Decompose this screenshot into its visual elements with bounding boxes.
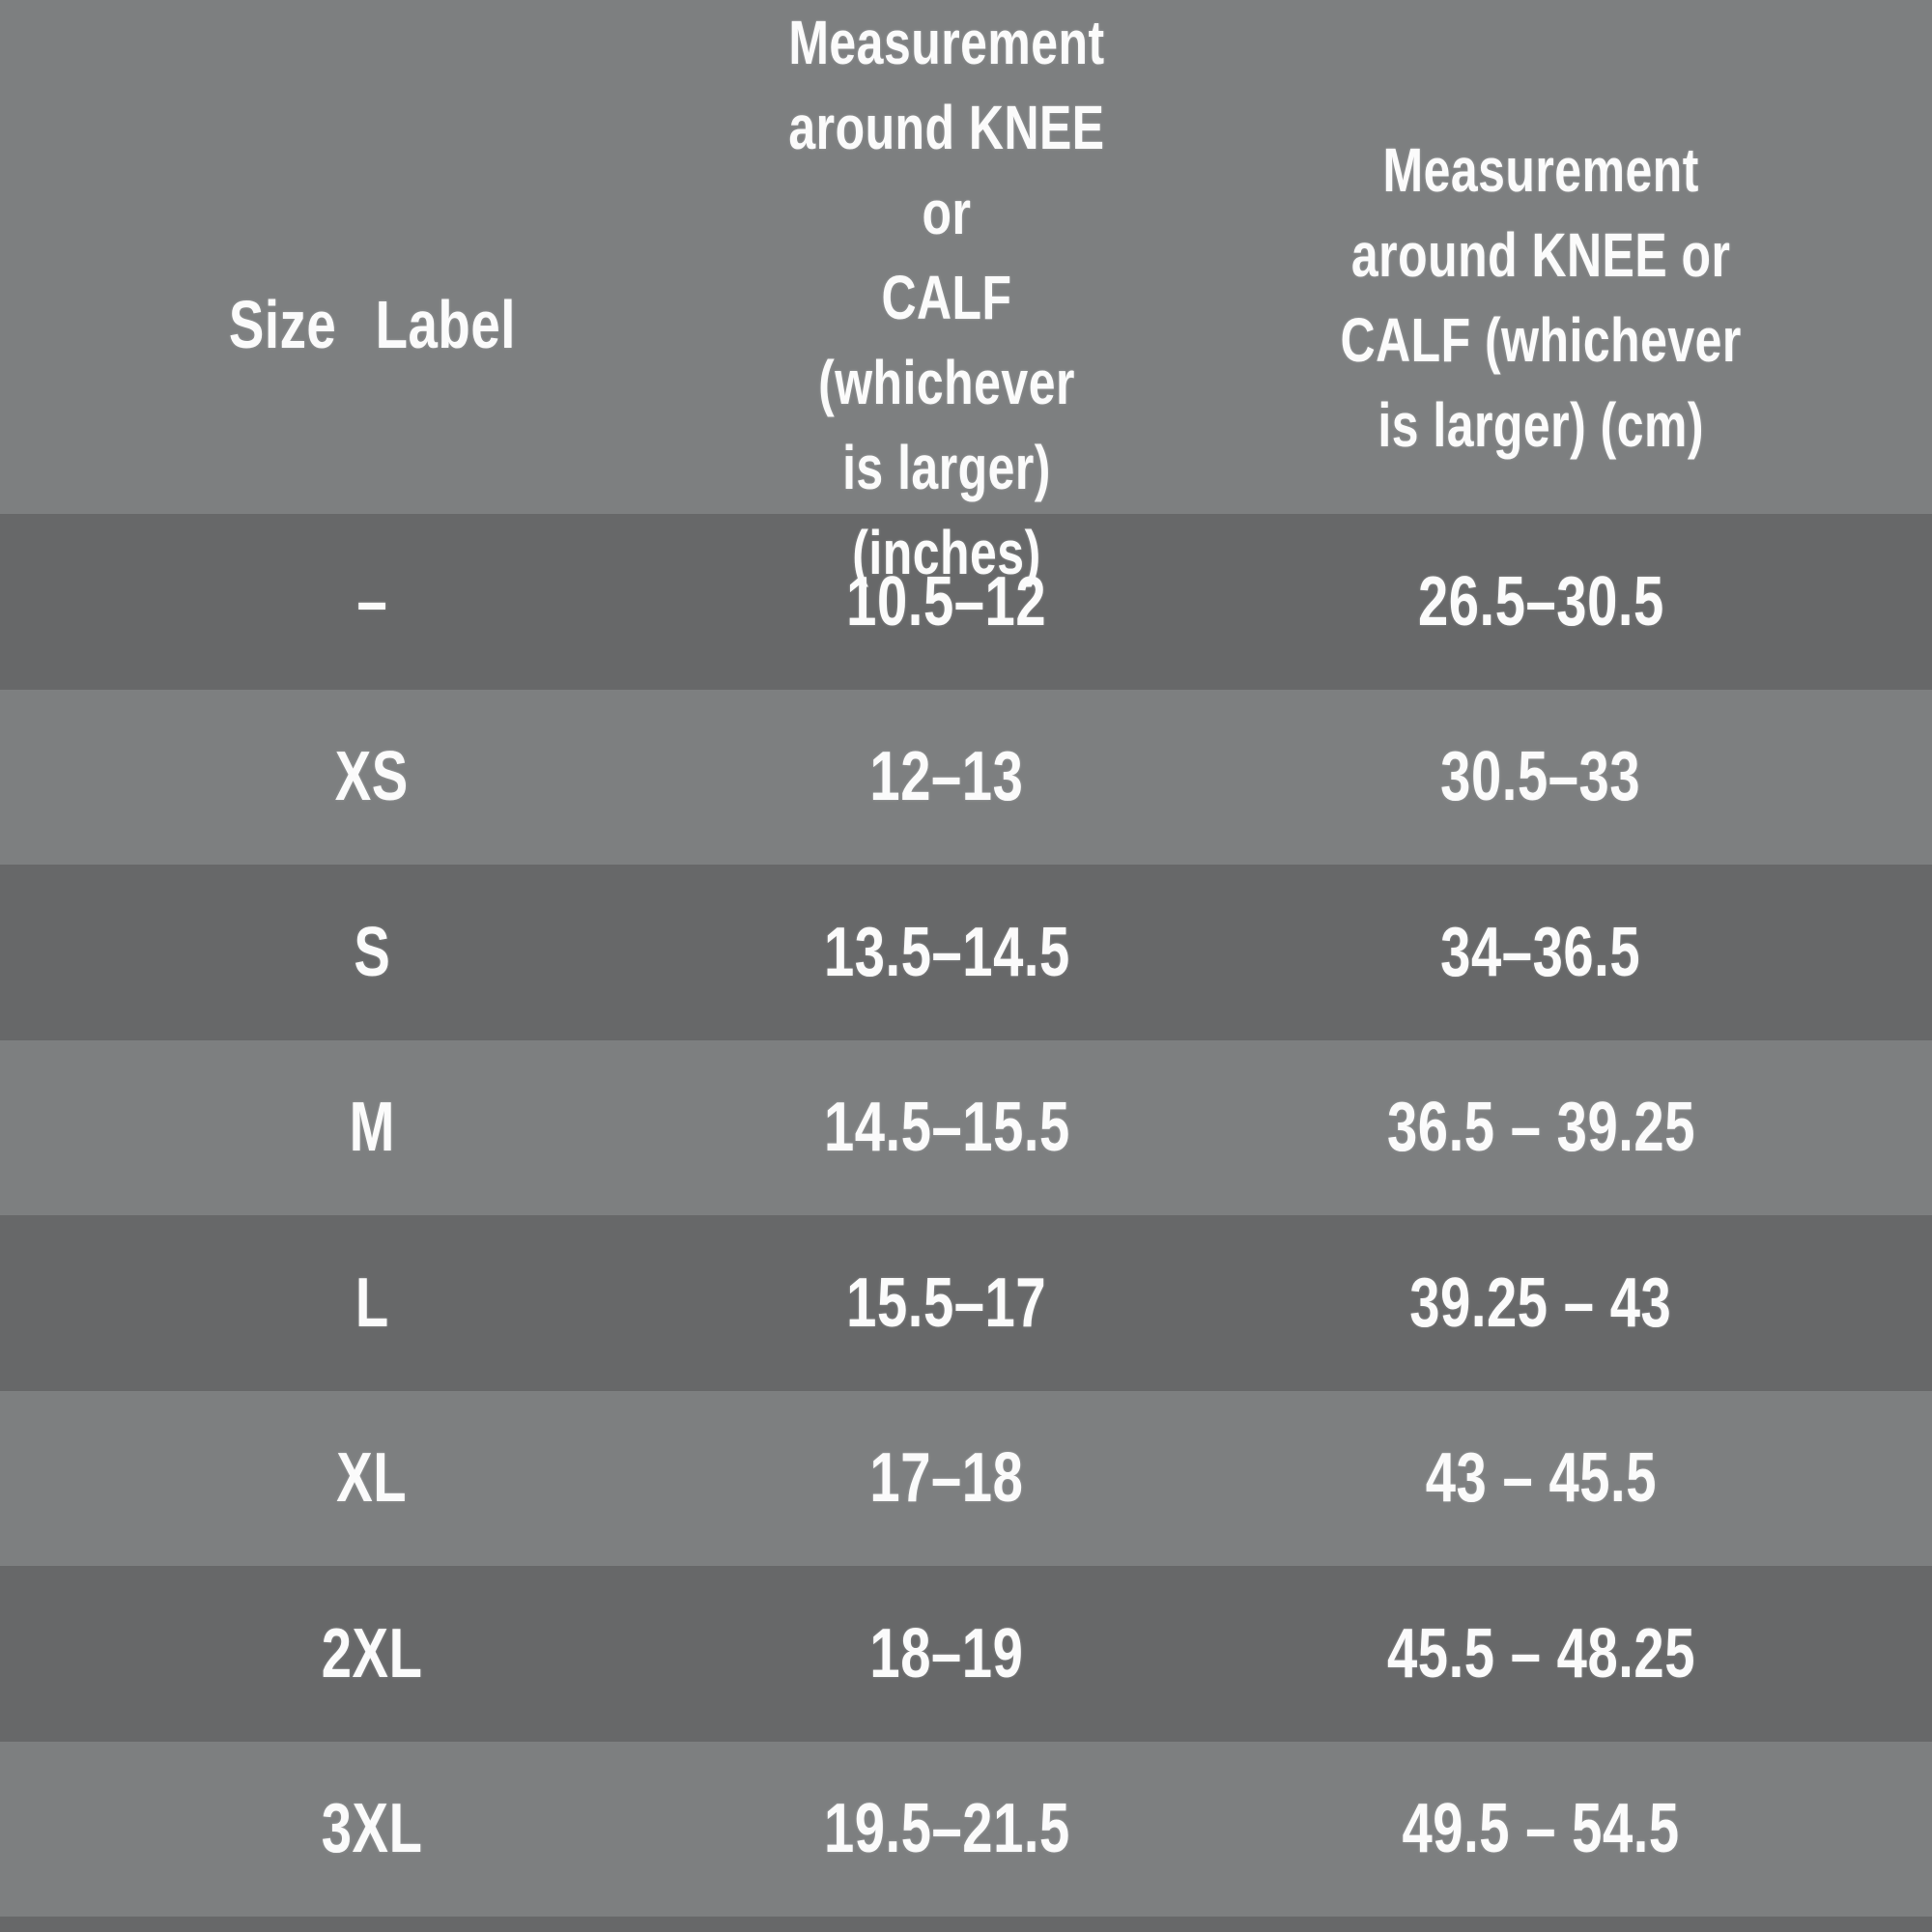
inches-cell: 12–13 [869,738,1024,816]
table-row: 3XL 19.5–21.5 49.5 – 54.5 [0,1741,1932,1917]
size-cell: XS [334,738,410,816]
inches-cell: 19.5–21.5 [823,1790,1070,1868]
cm-cell: 30.5–33 [1440,738,1641,816]
inches-cell: 18–19 [869,1614,1024,1692]
inches-cell: 13.5–14.5 [823,913,1070,991]
inches-cell: 14.5–15.5 [823,1089,1070,1167]
cm-cell: 39.25 – 43 [1409,1264,1672,1342]
next-row-partial-band [0,1917,1932,1932]
header-measurement-cm: Measurement around KNEE or CALF (whichev… [1150,0,1932,595]
table-header-row: Size Label Measurement around KNEE or CA… [0,0,1932,587]
table-row: M 14.5–15.5 36.5 – 39.25 [0,1039,1932,1215]
size-cell: 2XL [321,1614,423,1692]
cm-cell: 34–36.5 [1440,913,1641,991]
cm-cell: 36.5 – 39.25 [1386,1089,1695,1167]
inches-cell: 10.5–12 [846,562,1047,640]
header-measurement-inches-text: Measurement around KNEE or CALF (whichev… [788,8,1105,587]
table-row: XS 12–13 30.5–33 [0,689,1932,865]
cm-cell: 43 – 45.5 [1425,1439,1657,1518]
size-cell: XL [336,1439,408,1518]
size-cell: M [349,1089,395,1167]
table-row: L 15.5–17 39.25 – 43 [0,1215,1932,1391]
table-row: – 10.5–12 26.5–30.5 [0,514,1932,690]
header-size-label: Size Label [0,0,744,595]
cm-cell: 26.5–30.5 [1417,562,1664,640]
table-row: S 13.5–14.5 34–36.5 [0,865,1932,1040]
inches-cell: 17–18 [869,1439,1024,1518]
inches-cell: 15.5–17 [846,1264,1047,1342]
size-cell: 3XL [321,1790,423,1868]
header-measurement-cm-text: Measurement around KNEE or CALF (whichev… [1340,135,1742,460]
header-size-label-text: Size Label [228,287,516,362]
size-cell: S [353,913,391,991]
table-row: 2XL 18–19 45.5 – 48.25 [0,1566,1932,1742]
size-cell: – [356,562,387,640]
cm-cell: 49.5 – 54.5 [1402,1790,1680,1868]
table-row: XL 17–18 43 – 45.5 [0,1390,1932,1566]
size-cell: L [355,1264,389,1342]
header-measurement-inches: Measurement around KNEE or CALF (whichev… [744,0,1150,595]
cm-cell: 45.5 – 48.25 [1386,1614,1695,1692]
